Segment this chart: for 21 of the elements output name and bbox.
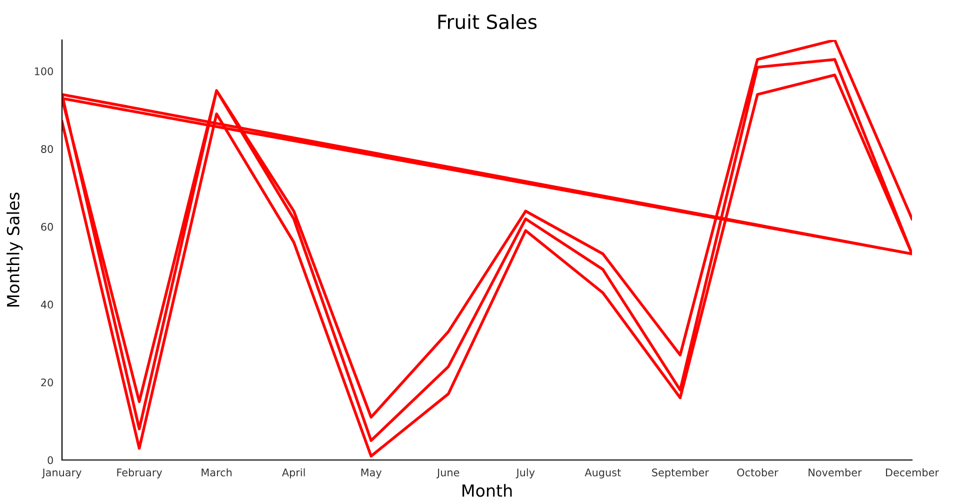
- x-tick-label: March: [202, 468, 232, 476]
- y-tick-label: 20: [41, 378, 53, 386]
- y-axis-title: Monthly Sales: [6, 192, 23, 307]
- x-tick-label: November: [808, 468, 862, 476]
- x-tick-label: October: [737, 468, 778, 476]
- x-tick-label: January: [42, 468, 82, 478]
- x-tick-label: August: [584, 468, 621, 478]
- x-tick-label: April: [282, 468, 305, 478]
- x-tick-label: February: [117, 468, 162, 478]
- y-tick-label: 0: [48, 456, 53, 464]
- y-tick-label: 60: [41, 222, 53, 231]
- x-tick-label: June: [436, 468, 460, 478]
- chart-title: Fruit Sales: [438, 14, 537, 30]
- y-tick-label: 40: [40, 300, 53, 309]
- y-tick-label: 80: [41, 145, 53, 153]
- y-tick-label: 100: [34, 67, 53, 76]
- x-axis-title: Month: [462, 484, 512, 497]
- x-tick-label: July: [516, 468, 535, 478]
- x-tick-label: September: [652, 468, 709, 478]
- x-tick-label: May: [361, 468, 382, 478]
- x-tick-label: December: [886, 468, 940, 476]
